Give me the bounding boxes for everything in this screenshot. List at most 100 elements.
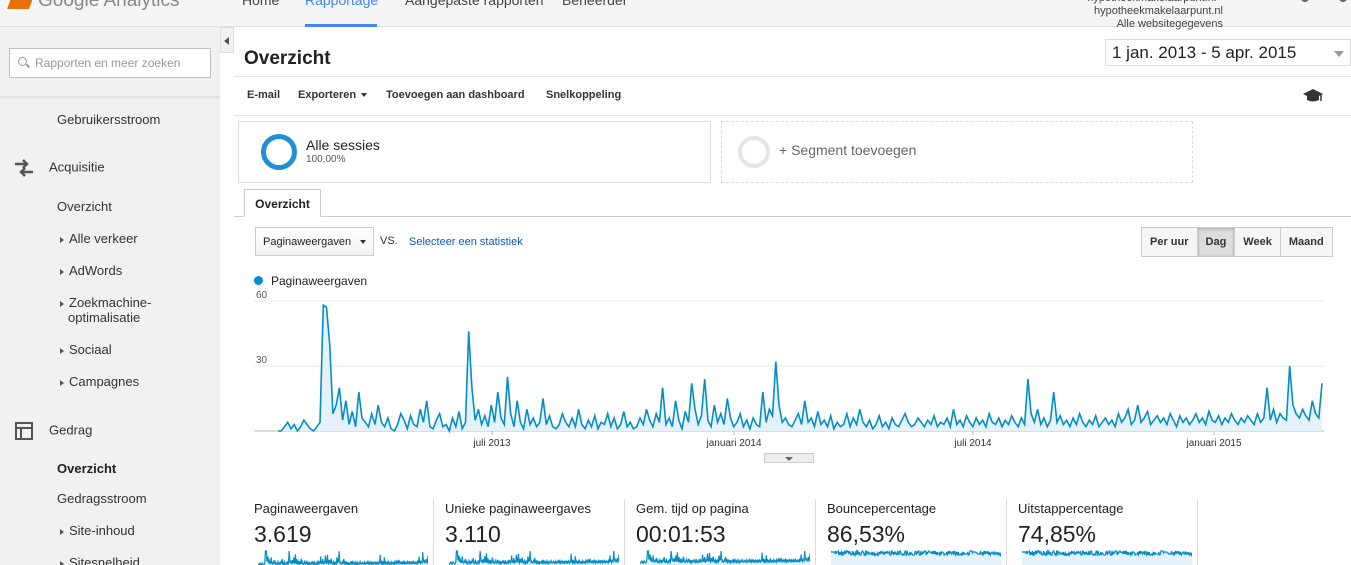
sidebar-item-sitesnelheid[interactable]: Sitesnelheid — [60, 555, 140, 565]
compare-metric-link[interactable]: Selecteer een statistiek — [409, 236, 523, 248]
chart-resize-handle[interactable] — [764, 453, 814, 463]
sidebar-item-label: Sociaal — [69, 342, 112, 357]
sidebar-item-site-inhoud[interactable]: Site-inhoud — [60, 523, 135, 538]
date-range-picker[interactable]: 1 jan. 2013 - 5 apr. 2015 — [1105, 39, 1351, 66]
sidebar-item-alle-verkeer[interactable]: Alle verkeer — [60, 231, 138, 246]
y-tick-label: 30 — [256, 355, 268, 366]
topbar-icons — [1261, 0, 1351, 20]
series-line-paginaweergaven[interactable] — [278, 303, 1323, 434]
graduation-cap-icon[interactable] — [1302, 87, 1324, 103]
export-button[interactable]: Exporteren — [298, 89, 368, 101]
legend-dot-icon — [254, 276, 263, 285]
expand-arrow-icon — [60, 379, 64, 386]
vs-label: VS. — [380, 235, 398, 247]
tab-overzicht[interactable]: Overzicht — [244, 189, 321, 217]
shortcut-button[interactable]: Snelkoppeling — [546, 89, 622, 101]
divider — [433, 499, 434, 565]
segment-all-sessions[interactable]: Alle sessies 100,00% — [238, 121, 711, 183]
sparkline-line — [258, 550, 428, 565]
expand-arrow-icon — [60, 528, 64, 535]
metric-select[interactable]: Paginaweergaven — [255, 227, 374, 256]
scorecard-label: Gem. tijd op pagina — [636, 501, 749, 516]
sidebar-item-label: Site-inhoud — [69, 523, 135, 538]
export-label: Exporteren — [298, 89, 357, 101]
sidebar-item-zoekmachineoptimalisatie[interactable]: Zoekmachine- — [60, 295, 151, 310]
sidebar-item-sociaal[interactable]: Sociaal — [60, 342, 112, 357]
scorecard-sparkline — [831, 549, 1001, 565]
divider — [1197, 499, 1198, 565]
page-title: Overzicht — [244, 48, 331, 69]
sparkline-line — [1022, 549, 1192, 558]
series-area — [278, 305, 1322, 431]
brand-name: Google Analytics — [38, 0, 180, 11]
period-week-button[interactable]: Week — [1235, 228, 1281, 256]
sidebar-item-campagnes[interactable]: Campagnes — [60, 374, 139, 389]
segment-name: Alle sessies — [306, 137, 380, 153]
sparkline-line — [831, 549, 1001, 558]
active-tab-indicator — [305, 24, 377, 27]
main-content: Overzicht 1 jan. 2013 - 5 apr. 2015 E-ma… — [234, 27, 1351, 565]
tab-home[interactable]: Home — [242, 0, 280, 8]
sparkline-line — [449, 550, 619, 565]
tab-divider — [234, 216, 1351, 217]
notifications-icon[interactable] — [1339, 0, 1347, 2]
scorecard-unieke-paginaweergaves[interactable]: Unieke paginaweergaves 3.110 — [445, 499, 625, 565]
x-tick-label: januari 2014 — [705, 438, 761, 449]
sidebar-item-gebruikersstroom[interactable]: Gebruikersstroom — [57, 112, 161, 127]
scorecard-value: 74,85% — [1018, 521, 1097, 547]
sidebar-section-acquisitie[interactable]: Acquisitie — [14, 159, 105, 177]
top-bar: Google Analytics Home Rapportage Aangepa… — [0, 0, 1351, 30]
sidebar-item-label: Sitesnelheid — [69, 555, 140, 565]
expand-arrow-icon — [60, 347, 64, 354]
scorecard-value: 3.110 — [445, 521, 501, 547]
email-button[interactable]: E-mail — [247, 89, 281, 101]
segment-placeholder-icon — [738, 136, 770, 168]
add-segment-button[interactable]: + Segment toevoegen — [721, 121, 1193, 183]
analytics-logo-icon — [7, 0, 35, 9]
tab-beheerder[interactable]: Beheerder — [562, 0, 628, 8]
add-to-dashboard-button[interactable]: Toevoegen aan dashboard — [386, 89, 525, 101]
sidebar-item-gedragsstroom[interactable]: Gedragsstroom — [57, 491, 147, 506]
search-placeholder: Rapporten en meer zoeken — [35, 56, 181, 70]
expand-arrow-icon — [60, 236, 64, 243]
chevron-down-icon — [1334, 51, 1344, 57]
divider — [815, 499, 816, 565]
scorecard-uitstappercentage[interactable]: Uitstappercentage 74,85% — [1018, 499, 1198, 565]
pageviews-line-chart[interactable]: 60 30 juli 2013 januari 2014 juli 2014 januar… — [254, 291, 1324, 461]
search-input[interactable]: Rapporten en meer zoeken — [9, 48, 211, 78]
scorecard-gem-tijd-op-pagina[interactable]: Gem. tijd op pagina 00:01:53 — [636, 499, 816, 565]
y-tick-label: 60 — [256, 291, 268, 301]
caret-down-icon — [361, 93, 368, 98]
period-day-button[interactable]: Dag — [1197, 228, 1236, 256]
scorecard-bouncepercentage[interactable]: Bouncepercentage 86,53% — [827, 499, 1007, 565]
legend-label: Paginaweergaven — [271, 274, 368, 288]
scorecard-value: 3.619 — [254, 521, 312, 547]
chart-legend: Paginaweergaven — [254, 274, 367, 288]
settings-icon[interactable] — [1301, 0, 1309, 2]
brand-logo[interactable]: Google Analytics — [7, 0, 180, 12]
sidebar-item-adwords[interactable]: AdWords — [60, 263, 122, 278]
x-tick-label: januari 2015 — [1185, 438, 1241, 449]
behavior-icon — [14, 422, 34, 440]
sidebar-item-label: Zoekmachine- — [69, 295, 152, 310]
account-selector[interactable]: hypotheekmakelaarpunt.nl - hypotheekmake… — [963, 0, 1223, 31]
sidebar-item-acquisitie-overzicht[interactable]: Overzicht — [57, 199, 112, 214]
acquisition-icon — [14, 159, 34, 177]
sidebar-divider — [0, 96, 220, 100]
sidebar-item-label: Campagnes — [69, 374, 140, 389]
scorecard-paginaweergaven[interactable]: Paginaweergaven 3.619 — [254, 499, 434, 565]
caret-down-icon — [360, 240, 366, 244]
tab-aangepaste-rapporten[interactable]: Aangepaste rapporten — [405, 0, 544, 8]
period-month-button[interactable]: Maand — [1288, 236, 1324, 248]
period-hour-button[interactable]: Per uur — [1142, 228, 1198, 256]
metric-select-value: Paginaweergaven — [263, 236, 352, 248]
sparkline-line — [640, 550, 810, 565]
account-view: Alle websitegegevens — [1116, 18, 1223, 30]
segment-percentage: 100,00% — [306, 154, 346, 165]
sidebar-item-label: AdWords — [69, 263, 123, 278]
tab-rapportage[interactable]: Rapportage — [305, 0, 379, 8]
sidebar-section-gedrag[interactable]: Gedrag — [14, 422, 92, 440]
x-tick-label: juli 2013 — [472, 438, 511, 449]
sidebar-item-gedrag-overzicht[interactable]: Overzicht — [57, 461, 117, 476]
sidebar-collapse-button[interactable] — [220, 27, 234, 53]
